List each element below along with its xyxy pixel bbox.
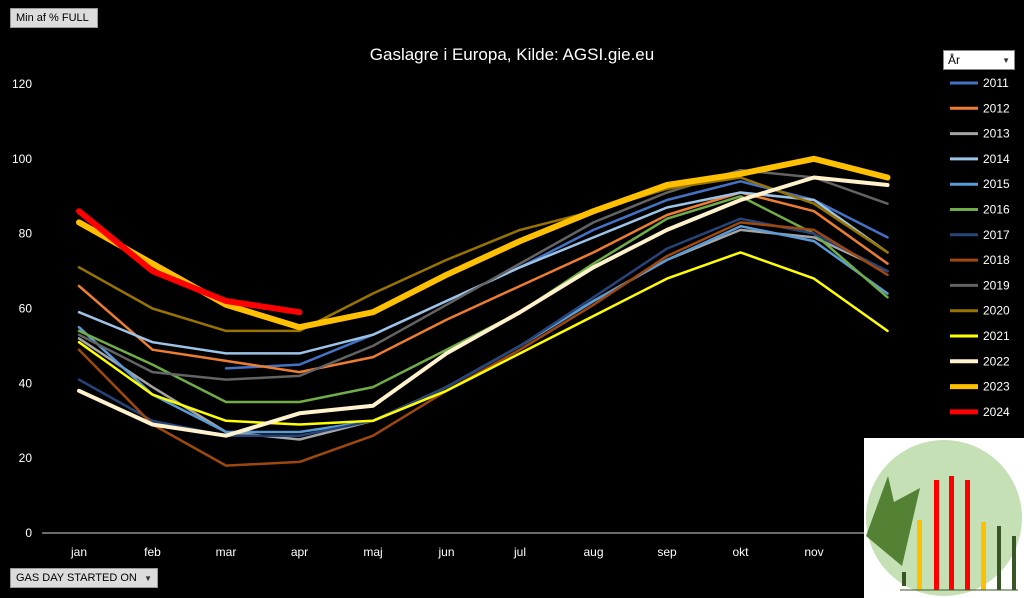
axis-field-button[interactable]: GAS DAY STARTED ON ▼ — [10, 568, 158, 588]
dropdown-arrow-icon: ▼ — [144, 573, 152, 583]
series-line-2014 — [77, 191, 889, 355]
legend-label: 2012 — [983, 101, 1010, 115]
x-tick-label: mar — [216, 545, 237, 559]
x-tick-label: okt — [732, 545, 749, 559]
x-tick-label: maj — [363, 545, 382, 559]
legend-label: 2017 — [983, 228, 1010, 242]
axis-field-label: GAS DAY STARTED ON — [16, 572, 137, 584]
x-tick-label: jun — [437, 545, 454, 559]
series-line-2019 — [77, 168, 889, 381]
x-tick-label: nov — [804, 545, 823, 559]
series-line-2022 — [77, 175, 890, 438]
bar-chart-logo-icon — [864, 438, 1024, 598]
legend-label: 2018 — [983, 253, 1010, 267]
y-tick-label: 0 — [25, 526, 32, 540]
x-tick-label: jul — [513, 545, 526, 559]
legend-label: 2022 — [983, 354, 1010, 368]
series-line-2020 — [77, 176, 889, 333]
series-line-2012 — [77, 191, 889, 374]
legend-label: 2011 — [983, 76, 1009, 90]
legend-label: 2019 — [983, 278, 1010, 292]
y-tick-label: 20 — [19, 451, 33, 465]
legend-label: 2024 — [983, 405, 1010, 419]
dropdown-arrow-icon: ▼ — [1002, 55, 1010, 65]
chart-title: Gaslagre i Europa, Kilde: AGSI.gie.eu — [370, 45, 654, 64]
y-tick-label: 80 — [19, 227, 33, 241]
legend-label: 2016 — [983, 203, 1010, 217]
series-line-2018 — [77, 221, 889, 467]
x-tick-label: jan — [70, 545, 87, 559]
x-tick-label: aug — [583, 545, 603, 559]
series-line-2024 — [76, 208, 303, 316]
legend-label: 2021 — [983, 329, 1010, 343]
series-line-2021 — [77, 251, 889, 426]
legend-label: 2015 — [983, 177, 1010, 191]
legend-label: 2020 — [983, 304, 1010, 318]
legend-label: 2013 — [983, 127, 1010, 141]
x-tick-label: apr — [291, 545, 308, 559]
value-field-label: Min af % FULL — [16, 12, 89, 24]
legend-label: 2023 — [983, 380, 1010, 394]
x-tick-label: sep — [657, 545, 677, 559]
y-tick-label: 60 — [19, 302, 33, 316]
y-tick-label: 100 — [12, 152, 32, 166]
series-line-2011 — [224, 180, 889, 370]
y-tick-label: 120 — [12, 77, 32, 91]
series-line-2017 — [77, 217, 889, 437]
legend-field-dropdown[interactable]: År ▼ — [943, 50, 1015, 70]
value-field-button[interactable]: Min af % FULL — [10, 8, 98, 28]
legend-label: 2014 — [983, 152, 1010, 166]
y-tick-label: 40 — [19, 376, 33, 390]
x-tick-label: feb — [144, 545, 161, 559]
legend-field-label: År — [948, 53, 960, 67]
